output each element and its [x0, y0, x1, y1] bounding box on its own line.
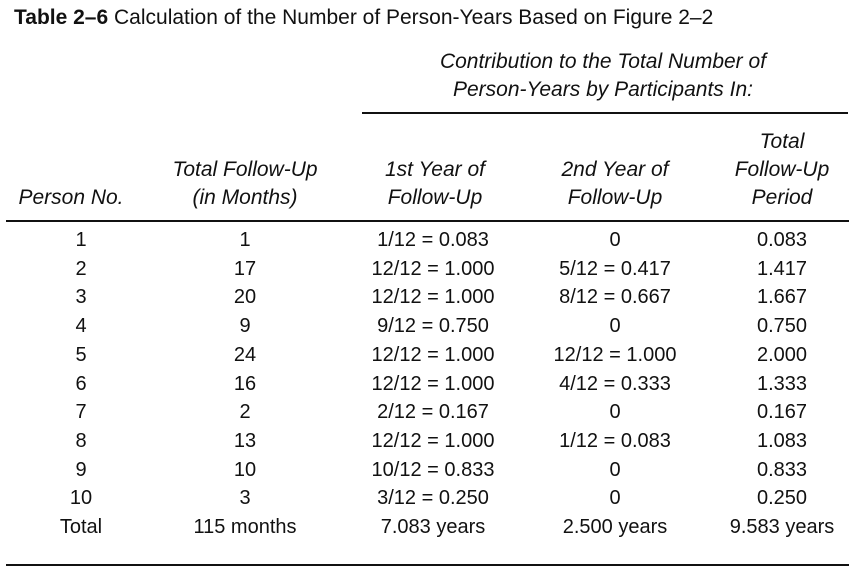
header-year1-line-2: Follow-Up [387, 186, 483, 209]
header-total-period: Total Follow-Up Period [715, 128, 849, 212]
header-total-line-3: Period [751, 186, 813, 209]
cell-year2: 4/12 = 0.333 [559, 372, 671, 395]
cell-months: 2 [239, 401, 251, 424]
header-year1-line-1: 1st Year of [384, 158, 486, 181]
spanner-rule [362, 112, 848, 114]
cell-year1: 10/12 = 0.833 [371, 458, 495, 481]
cell-year1: 1/12 = 0.083 [377, 229, 489, 251]
spanner-line-1: Contribution to the Total Number of [439, 50, 767, 73]
cell-person: 3 [75, 286, 87, 309]
header-total-followup-months: Total Follow-Up (in Months) [150, 156, 340, 212]
cell-year1: 7.083 years [380, 516, 486, 538]
cell-months: 3 [239, 487, 251, 510]
header-first-year: 1st Year of Follow-Up [355, 156, 515, 212]
cell-total: 0.083 [756, 229, 808, 251]
cell-year2: 5/12 = 0.417 [559, 257, 671, 280]
header-person-line-1: Person No. [18, 186, 124, 209]
cell-total: 9.583 years [729, 516, 835, 538]
cell-year2: 0 [609, 487, 621, 510]
cell-person: 5 [75, 343, 87, 366]
cell-year2: 0 [609, 229, 621, 251]
header-total-line-2: Follow-Up [734, 158, 830, 181]
table-label: Table 2–6 [14, 6, 109, 29]
cell-total: 0.750 [756, 315, 808, 338]
cell-total: 0.250 [756, 487, 808, 510]
cell-months: 9 [239, 315, 251, 338]
cell-months: 10 [233, 458, 257, 481]
table-caption: Calculation of the Number of Person-Year… [114, 6, 714, 29]
table-title: Table 2–6 Calculation of the Number of P… [14, 6, 713, 30]
cell-person: 4 [75, 315, 87, 338]
cell-total: 1.667 [756, 286, 808, 309]
spanner-heading: Contribution to the Total Number of Pers… [360, 48, 846, 104]
cell-months: 20 [233, 286, 257, 309]
cell-year2: 8/12 = 0.667 [559, 286, 671, 309]
cell-total: 1.083 [756, 429, 808, 452]
cell-year1: 12/12 = 1.000 [371, 343, 495, 366]
cell-year1: 12/12 = 1.000 [371, 257, 495, 280]
cell-person: Total [59, 516, 103, 538]
cell-year1: 3/12 = 0.250 [377, 487, 489, 510]
header-year2-line-2: Follow-Up [567, 186, 663, 209]
cell-person: 7 [75, 401, 87, 424]
cell-months: 24 [233, 343, 257, 366]
cell-person: 10 [69, 487, 93, 510]
header-followup-line-2: (in Months) [192, 186, 298, 209]
bottom-rule [6, 564, 849, 566]
cell-year2: 0 [609, 458, 621, 481]
cell-year1: 9/12 = 0.750 [377, 315, 489, 338]
cell-year2: 0 [609, 401, 621, 424]
header-rule [6, 220, 849, 222]
cell-total: 0.167 [756, 401, 808, 424]
cell-total: 1.417 [756, 257, 808, 280]
cell-person: 8 [75, 429, 87, 452]
cell-total: 2.000 [756, 343, 808, 366]
cell-total: 0.833 [756, 458, 808, 481]
cell-year1: 12/12 = 1.000 [371, 286, 495, 309]
cell-year2: 2.500 years [562, 516, 668, 538]
cell-person: 1 [75, 229, 87, 251]
cell-months: 17 [233, 257, 257, 280]
cell-year1: 2/12 = 0.167 [377, 401, 489, 424]
header-second-year: 2nd Year of Follow-Up [535, 156, 695, 212]
cell-year1: 12/12 = 1.000 [371, 372, 495, 395]
cell-year1: 12/12 = 1.000 [371, 429, 495, 452]
header-followup-line-1: Total Follow-Up [172, 158, 318, 181]
cell-person: 9 [75, 458, 87, 481]
header-person-no: Person No. [6, 184, 136, 212]
cell-months: 115 months [193, 516, 297, 538]
cell-months: 16 [233, 372, 257, 395]
header-year2-line-1: 2nd Year of [561, 158, 669, 181]
cell-person: 2 [75, 257, 87, 280]
cell-months: 1 [239, 229, 251, 251]
cell-person: 6 [75, 372, 87, 395]
cell-total: 1.333 [756, 372, 808, 395]
cell-months: 13 [233, 429, 257, 452]
cell-year2: 12/12 = 1.000 [553, 343, 677, 366]
cell-year2: 1/12 = 0.083 [559, 429, 671, 452]
cell-year2: 0 [609, 315, 621, 338]
spanner-line-2: Person-Years by Participants In: [453, 78, 753, 101]
header-total-line-1: Total [759, 130, 805, 153]
